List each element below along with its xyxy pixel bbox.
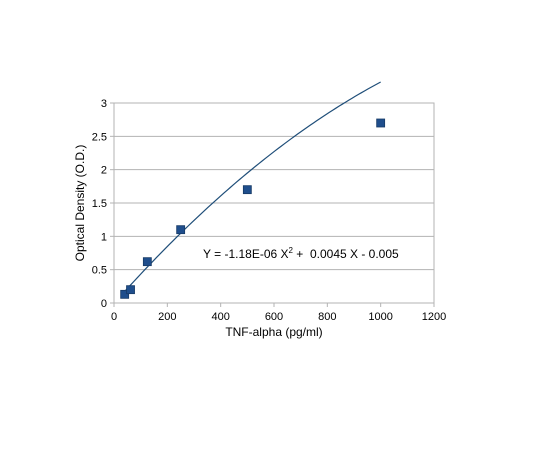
data-point bbox=[376, 118, 386, 128]
x-tick-label: 400 bbox=[211, 311, 229, 323]
x-axis-ticks: 0 200 400 600 800 1000 1200 bbox=[111, 303, 446, 323]
data-point bbox=[242, 185, 252, 195]
y-tick-label: 2.5 bbox=[92, 131, 107, 143]
x-tick-label: 1000 bbox=[368, 311, 392, 323]
data-points bbox=[120, 118, 386, 299]
x-tick-label: 0 bbox=[111, 311, 117, 323]
y-tick-label: 0.5 bbox=[92, 265, 107, 277]
trendline bbox=[124, 81, 381, 292]
y-tick-label: 1.5 bbox=[92, 198, 107, 210]
y-axis-title: Optical Density (O.D.) bbox=[73, 145, 87, 262]
x-tick-label: 800 bbox=[318, 311, 336, 323]
y-tick-label: 2 bbox=[101, 165, 107, 177]
x-tick-label: 200 bbox=[158, 311, 176, 323]
data-point bbox=[120, 289, 130, 299]
y-tick-label: 0 bbox=[101, 298, 107, 310]
x-axis-title: TNF-alpha (pg/ml) bbox=[225, 325, 322, 339]
data-point bbox=[176, 225, 186, 235]
data-point bbox=[126, 285, 135, 295]
x-tick-label: 600 bbox=[265, 311, 283, 323]
trendline-equation: Y = -1.18E-06 X2 + 0.0045 X - 0.005 bbox=[203, 246, 399, 261]
data-point bbox=[142, 257, 152, 267]
x-tick-label: 1200 bbox=[422, 311, 446, 323]
y-tick-label: 3 bbox=[101, 98, 107, 110]
y-axis-ticks: 0 0.5 1 1.5 2 2.5 3 bbox=[92, 98, 114, 310]
y-tick-label: 1 bbox=[101, 231, 107, 243]
